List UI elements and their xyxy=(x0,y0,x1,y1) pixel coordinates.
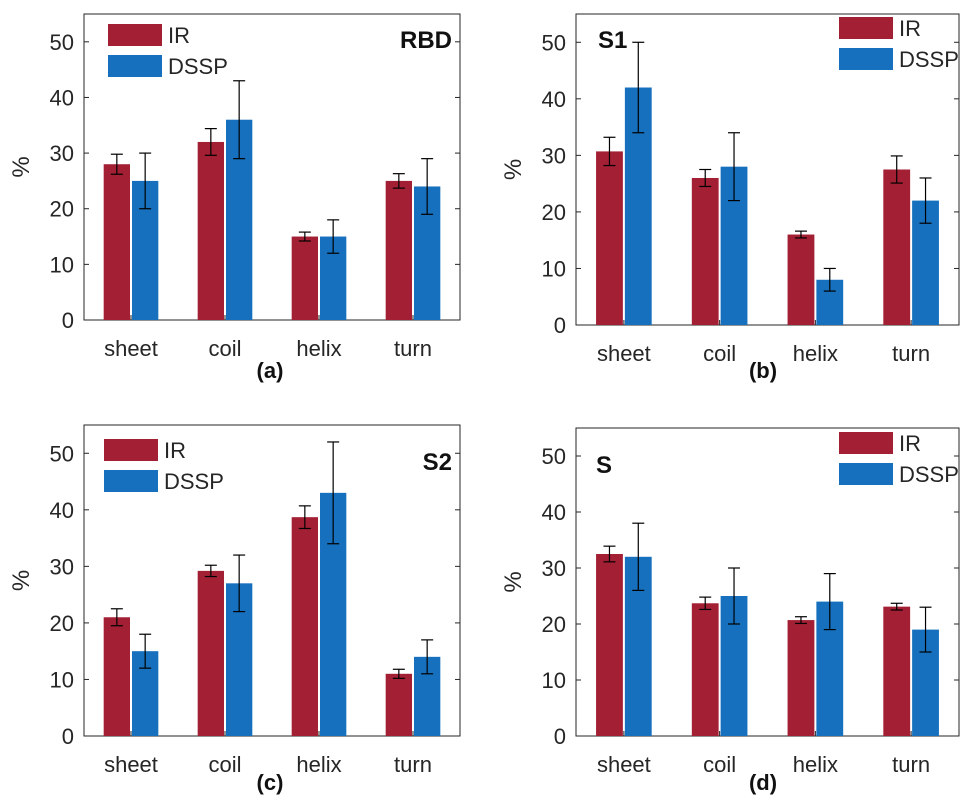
x-tick-label-sheet: sheet xyxy=(104,336,158,361)
y-tick-label: 50 xyxy=(50,30,74,55)
legend-swatch-dssp xyxy=(839,48,893,70)
panel-label: (d) xyxy=(749,770,777,795)
plot-frame xyxy=(575,427,960,737)
bar-ir-coil xyxy=(197,570,224,736)
panel-label: (a) xyxy=(257,358,284,383)
plot-frame xyxy=(575,13,960,326)
legend-swatch-dssp xyxy=(104,470,158,492)
legend-label-dssp: DSSP xyxy=(899,462,959,487)
bar-ir-helix xyxy=(291,236,318,320)
chart-svg: 0 10 20 30 40 50% sheet coil helix turn RBD IR DSSP (… xyxy=(8,13,461,383)
y-tick-label: 0 xyxy=(554,724,566,749)
panel-label: (c) xyxy=(257,770,284,795)
x-tick-label-helix: helix xyxy=(793,341,838,366)
legend-swatch-ir xyxy=(104,439,158,461)
x-tick-label-coil: coil xyxy=(703,341,736,366)
x-tick-label-sheet: sheet xyxy=(597,341,651,366)
chart-panel-b: 0 10 20 30 40 50% sheet coil helix turn S1 IR DSSP (b… xyxy=(481,0,962,398)
y-tick-label: 50 xyxy=(542,30,566,55)
y-tick-label: 40 xyxy=(50,85,74,110)
y-tick-label: 0 xyxy=(554,313,566,338)
y-tick-label: 10 xyxy=(50,667,74,692)
y-tick-label: 10 xyxy=(542,256,566,281)
y-tick-label: 20 xyxy=(542,200,566,225)
bar-ir-turn xyxy=(385,673,412,736)
legend-label-ir: IR xyxy=(164,438,186,463)
x-tick-label-sheet: sheet xyxy=(597,752,651,777)
bar-ir-turn xyxy=(883,169,911,325)
bar-ir-sheet xyxy=(596,151,623,325)
legend-swatch-ir xyxy=(839,17,893,39)
x-tick-label-turn: turn xyxy=(892,341,930,366)
legend-label-ir: IR xyxy=(899,431,921,456)
bar-ir-turn xyxy=(883,606,911,736)
chart-panel-a: 0 10 20 30 40 50% sheet coil helix turn RBD IR DSSP (… xyxy=(0,0,481,398)
y-tick-label: 30 xyxy=(50,554,74,579)
panel-tag: S xyxy=(596,452,612,479)
bar-ir-sheet xyxy=(103,617,130,736)
y-tick-label: 40 xyxy=(50,498,74,523)
legend-swatch-dssp xyxy=(108,55,162,77)
x-tick-label-coil: coil xyxy=(703,752,736,777)
chart-panel-d: 0 10 20 30 40 50% sheet coil helix turn S IR DSSP (d) xyxy=(481,398,962,796)
bar-ir-coil xyxy=(197,141,224,320)
legend-label-ir: IR xyxy=(899,16,921,41)
panel-label: (b) xyxy=(749,358,777,383)
y-tick-label: 50 xyxy=(542,444,566,469)
x-tick-label-coil: coil xyxy=(208,752,241,777)
legend-swatch-ir xyxy=(108,24,162,46)
legend-swatch-ir xyxy=(839,432,893,454)
y-tick-label: 0 xyxy=(62,724,74,749)
legend-swatch-dssp xyxy=(839,463,893,485)
plot-frame xyxy=(83,424,461,737)
y-axis-label: % xyxy=(500,159,527,180)
y-tick-label: 30 xyxy=(50,141,74,166)
y-tick-label: 0 xyxy=(62,308,74,333)
y-axis-label: % xyxy=(500,571,527,592)
y-tick-label: 20 xyxy=(50,197,74,222)
y-tick-label: 20 xyxy=(542,612,566,637)
x-tick-label-helix: helix xyxy=(296,336,341,361)
x-tick-label-turn: turn xyxy=(394,336,432,361)
x-tick-label-turn: turn xyxy=(892,752,930,777)
y-tick-label: 40 xyxy=(542,500,566,525)
x-tick-label-turn: turn xyxy=(394,752,432,777)
y-tick-label: 20 xyxy=(50,611,74,636)
y-axis-label: % xyxy=(8,156,35,177)
panel-tag: S1 xyxy=(598,27,627,54)
legend-label-dssp: DSSP xyxy=(164,469,224,494)
x-tick-label-coil: coil xyxy=(208,336,241,361)
bar-ir-helix xyxy=(787,234,815,325)
bar-ir-sheet xyxy=(103,164,130,320)
y-tick-label: 50 xyxy=(50,441,74,466)
legend-label-ir: IR xyxy=(168,23,190,48)
bar-ir-coil xyxy=(691,177,719,325)
legend-label-dssp: DSSP xyxy=(899,47,959,72)
y-tick-label: 10 xyxy=(50,252,74,277)
bar-ir-sheet xyxy=(596,554,623,736)
bar-ir-helix xyxy=(291,517,318,736)
chart-svg: 0 10 20 30 40 50% sheet coil helix turn S IR DSSP (d) xyxy=(500,427,960,795)
y-tick-label: 10 xyxy=(542,668,566,693)
x-tick-label-sheet: sheet xyxy=(104,752,158,777)
bar-ir-turn xyxy=(385,180,412,320)
y-tick-label: 40 xyxy=(542,87,566,112)
bar-ir-coil xyxy=(691,603,719,736)
chart-panel-c: 0 10 20 30 40 50% sheet coil helix turn S2 IR DSSP (c… xyxy=(0,398,481,796)
y-tick-label: 30 xyxy=(542,556,566,581)
chart-svg: 0 10 20 30 40 50% sheet coil helix turn S1 IR DSSP (b… xyxy=(500,13,960,383)
panel-tag: RBD xyxy=(400,27,452,54)
y-axis-label: % xyxy=(8,570,35,591)
legend-label-dssp: DSSP xyxy=(168,54,228,79)
chart-svg: 0 10 20 30 40 50% sheet coil helix turn S2 IR DSSP (c… xyxy=(8,424,461,795)
panel-tag: S2 xyxy=(423,449,452,476)
x-tick-label-helix: helix xyxy=(793,752,838,777)
x-tick-label-helix: helix xyxy=(296,752,341,777)
plot-frame xyxy=(83,13,461,321)
bar-ir-helix xyxy=(787,620,815,736)
y-tick-label: 30 xyxy=(542,143,566,168)
